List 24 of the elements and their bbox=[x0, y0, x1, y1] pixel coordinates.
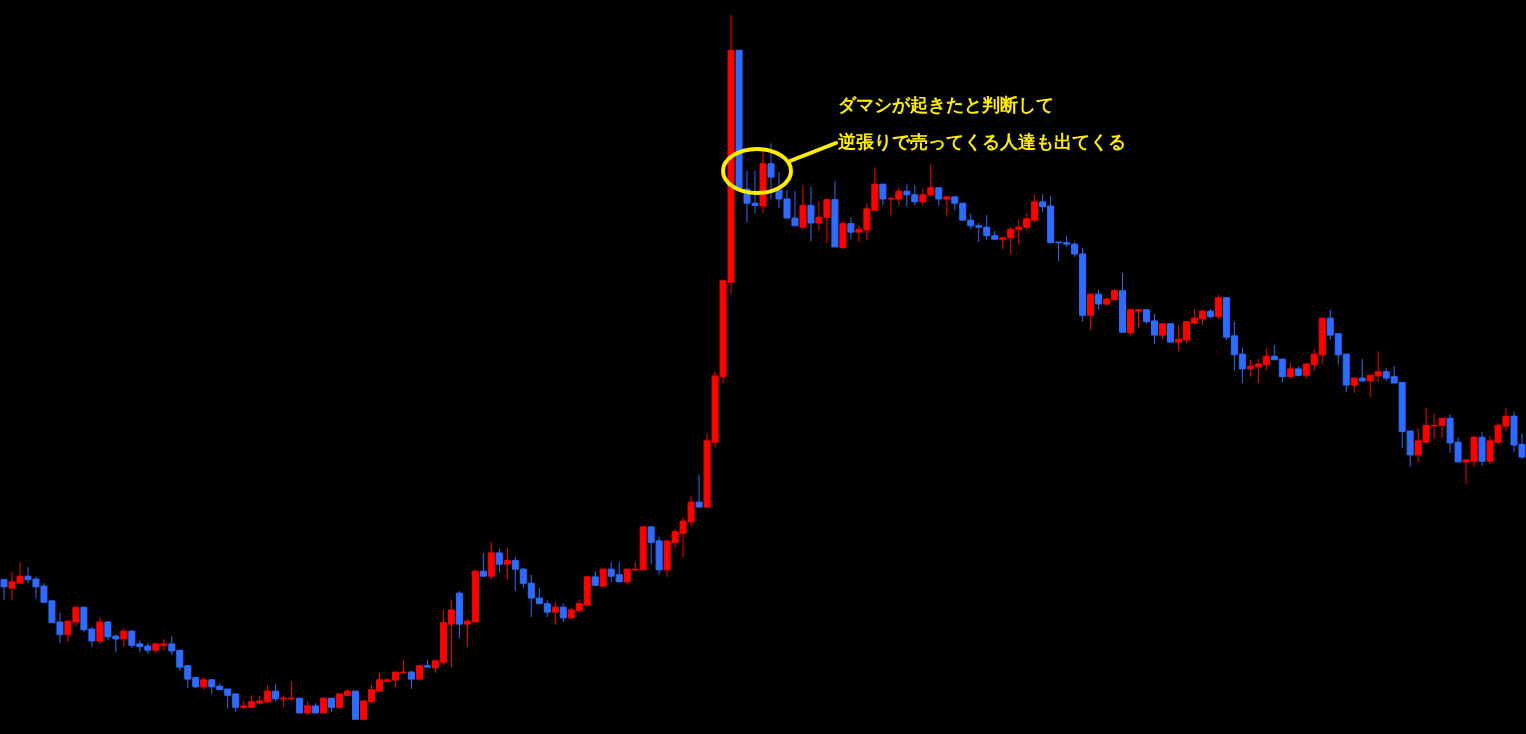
candlestick bbox=[847, 216, 855, 240]
candlestick bbox=[479, 552, 487, 577]
candlestick bbox=[559, 603, 567, 623]
candlestick bbox=[1095, 289, 1103, 311]
candlestick bbox=[503, 547, 511, 581]
annotation: 逆張りで売ってくる人達も出てくる bbox=[837, 131, 1126, 152]
candlestick bbox=[767, 142, 775, 201]
candlestick bbox=[0, 579, 8, 601]
candlestick bbox=[799, 184, 807, 231]
candlestick bbox=[1166, 323, 1174, 343]
candlestick bbox=[1214, 294, 1222, 320]
candlestick bbox=[839, 220, 847, 250]
candlestick bbox=[695, 474, 703, 509]
candlestick bbox=[487, 541, 495, 581]
annotation: ダマシが起きたと判断して bbox=[838, 94, 1054, 115]
candlestick bbox=[1478, 431, 1486, 467]
candlestick bbox=[551, 601, 559, 626]
candlestick bbox=[807, 186, 815, 242]
candlestick bbox=[879, 183, 887, 206]
candlestick bbox=[1087, 293, 1095, 331]
candlestick bbox=[96, 616, 104, 645]
candlestick bbox=[495, 548, 503, 574]
candlestick bbox=[120, 627, 128, 648]
candlestick bbox=[943, 196, 951, 216]
